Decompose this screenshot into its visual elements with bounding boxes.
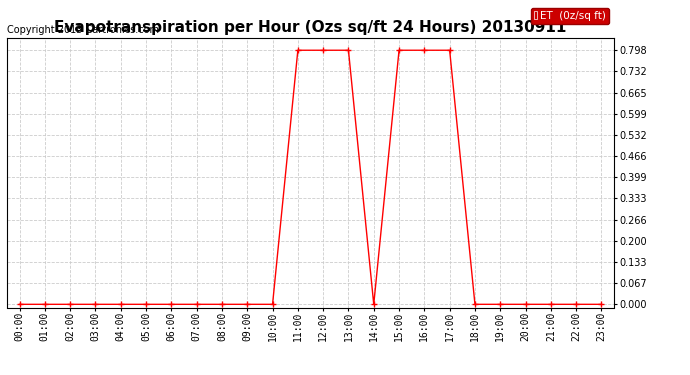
Text: Copyright 2013 Cartronics.com: Copyright 2013 Cartronics.com [7,25,159,35]
Legend: ET  (0z/sq ft): ET (0z/sq ft) [531,8,609,24]
Title: Evapotranspiration per Hour (Ozs sq/ft 24 Hours) 20130911: Evapotranspiration per Hour (Ozs sq/ft 2… [55,20,566,35]
